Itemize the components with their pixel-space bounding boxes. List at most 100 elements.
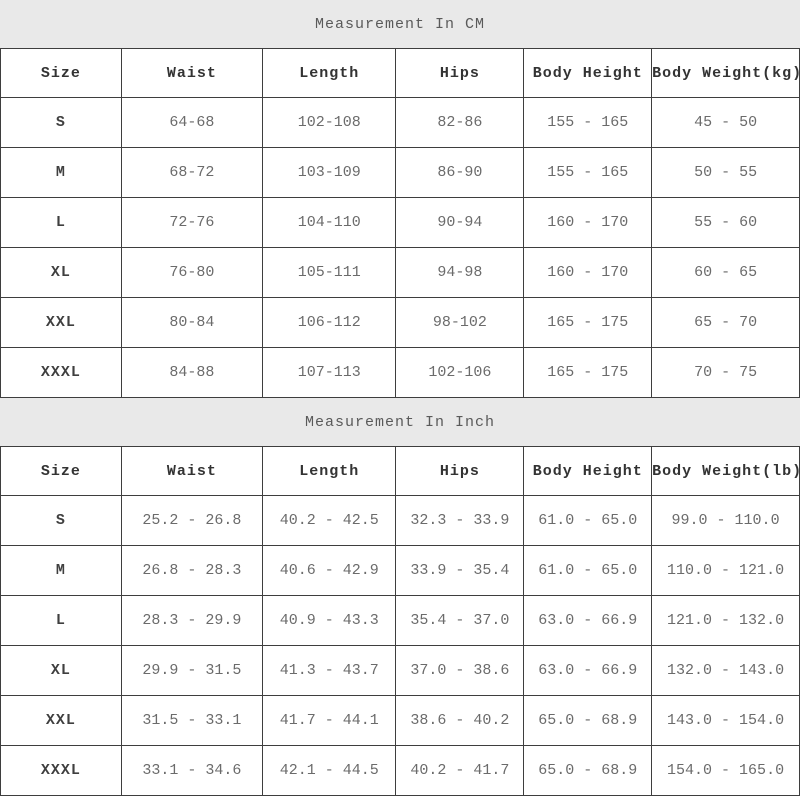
column-header-length: Length bbox=[262, 446, 397, 496]
table-row: S 64-68 102-108 82-86 155 - 165 45 - 50 bbox=[0, 97, 800, 148]
measurement-value-cell: 70 - 75 bbox=[651, 347, 800, 398]
measurement-value-cell: 160 - 170 bbox=[523, 197, 653, 248]
measurement-value-cell: 99.0 - 110.0 bbox=[651, 495, 800, 546]
measurement-value-cell: 25.2 - 26.8 bbox=[120, 495, 264, 546]
measurement-value-cell: 28.3 - 29.9 bbox=[120, 595, 264, 646]
measurement-value-cell: 104-110 bbox=[262, 197, 397, 248]
column-header-body-height: Body Height bbox=[523, 48, 653, 98]
size-label-cell: S bbox=[0, 97, 122, 148]
measurement-value-cell: 41.7 - 44.1 bbox=[262, 695, 397, 746]
measurement-value-cell: 63.0 - 66.9 bbox=[523, 595, 653, 646]
measurement-value-cell: 40.2 - 42.5 bbox=[262, 495, 397, 546]
size-label-cell: L bbox=[0, 197, 122, 248]
measurement-value-cell: 61.0 - 65.0 bbox=[523, 545, 653, 596]
column-header-size: Size bbox=[0, 446, 122, 496]
measurement-value-cell: 155 - 165 bbox=[523, 97, 653, 148]
measurement-value-cell: 121.0 - 132.0 bbox=[651, 595, 800, 646]
measurement-value-cell: 154.0 - 165.0 bbox=[651, 745, 800, 796]
size-label-cell: XL bbox=[0, 247, 122, 298]
measurement-value-cell: 63.0 - 66.9 bbox=[523, 645, 653, 696]
measurement-value-cell: 35.4 - 37.0 bbox=[395, 595, 525, 646]
measurement-value-cell: 165 - 175 bbox=[523, 347, 653, 398]
table-row: XXXL 84-88 107-113 102-106 165 - 175 70 - 75 bbox=[0, 347, 800, 398]
measurement-value-cell: 37.0 - 38.6 bbox=[395, 645, 525, 696]
measurement-value-cell: 155 - 165 bbox=[523, 147, 653, 198]
measurement-value-cell: 33.1 - 34.6 bbox=[120, 745, 264, 796]
size-label-cell: XXXL bbox=[0, 347, 122, 398]
inch-table-title: Measurement In Inch bbox=[304, 413, 496, 431]
size-label-cell: L bbox=[0, 595, 122, 646]
measurement-value-cell: 90-94 bbox=[395, 197, 525, 248]
measurement-value-cell: 61.0 - 65.0 bbox=[523, 495, 653, 546]
table-row: XL 76-80 105-111 94-98 160 - 170 60 - 65 bbox=[0, 247, 800, 298]
measurement-value-cell: 31.5 - 33.1 bbox=[120, 695, 264, 746]
size-label-cell: S bbox=[0, 495, 122, 546]
measurement-value-cell: 82-86 bbox=[395, 97, 525, 148]
measurement-value-cell: 40.9 - 43.3 bbox=[262, 595, 397, 646]
size-label-cell: M bbox=[0, 147, 122, 198]
measurement-value-cell: 26.8 - 28.3 bbox=[120, 545, 264, 596]
cm-table-title: Measurement In CM bbox=[314, 15, 486, 33]
measurement-value-cell: 55 - 60 bbox=[651, 197, 800, 248]
measurement-value-cell: 110.0 - 121.0 bbox=[651, 545, 800, 596]
table-row: L 28.3 - 29.9 40.9 - 43.3 35.4 - 37.0 63.0 -… bbox=[0, 595, 800, 646]
measurement-value-cell: 40.6 - 42.9 bbox=[262, 545, 397, 596]
measurement-value-cell: 84-88 bbox=[120, 347, 264, 398]
measurement-value-cell: 40.2 - 41.7 bbox=[395, 745, 525, 796]
table-row: XXXL 33.1 - 34.6 42.1 - 44.5 40.2 - 41.7 65.… bbox=[0, 745, 800, 796]
table-row: L 72-76 104-110 90-94 160 - 170 55 - 60 bbox=[0, 197, 800, 248]
measurement-value-cell: 38.6 - 40.2 bbox=[395, 695, 525, 746]
measurement-value-cell: 41.3 - 43.7 bbox=[262, 645, 397, 696]
measurement-value-cell: 94-98 bbox=[395, 247, 525, 298]
measurement-value-cell: 143.0 - 154.0 bbox=[651, 695, 800, 746]
size-label-cell: XXXL bbox=[0, 745, 122, 796]
table-row: XXL 80-84 106-112 98-102 165 - 175 65 - 70 bbox=[0, 297, 800, 348]
measurement-value-cell: 65.0 - 68.9 bbox=[523, 745, 653, 796]
size-label-cell: XL bbox=[0, 645, 122, 696]
measurement-value-cell: 60 - 65 bbox=[651, 247, 800, 298]
inch-table-title-band: Measurement In Inch bbox=[0, 398, 800, 446]
measurement-value-cell: 64-68 bbox=[120, 97, 264, 148]
measurement-value-cell: 42.1 - 44.5 bbox=[262, 745, 397, 796]
measurement-value-cell: 105-111 bbox=[262, 247, 397, 298]
measurement-value-cell: 72-76 bbox=[120, 197, 264, 248]
column-header-waist: Waist bbox=[120, 48, 264, 98]
column-header-size: Size bbox=[0, 48, 122, 98]
measurement-value-cell: 102-108 bbox=[262, 97, 397, 148]
cm-size-table: Size Waist Length Hips Body Height Body Weigh… bbox=[0, 48, 800, 398]
measurement-value-cell: 165 - 175 bbox=[523, 297, 653, 348]
size-label-cell: XXL bbox=[0, 695, 122, 746]
table-row: M 68-72 103-109 86-90 155 - 165 50 - 55 bbox=[0, 147, 800, 198]
measurement-value-cell: 68-72 bbox=[120, 147, 264, 198]
measurement-value-cell: 45 - 50 bbox=[651, 97, 800, 148]
column-header-waist: Waist bbox=[120, 446, 264, 496]
cm-header-row: Size Waist Length Hips Body Height Body Weigh… bbox=[0, 48, 800, 98]
table-row: XL 29.9 - 31.5 41.3 - 43.7 37.0 - 38.6 63.0 … bbox=[0, 645, 800, 696]
column-header-body-height: Body Height bbox=[523, 446, 653, 496]
measurement-cm-section: Measurement In CM Size Waist Length Hips Bod… bbox=[0, 0, 800, 398]
measurement-value-cell: 80-84 bbox=[120, 297, 264, 348]
size-label-cell: M bbox=[0, 545, 122, 596]
inch-header-row: Size Waist Length Hips Body Height Body Weigh… bbox=[0, 446, 800, 496]
column-header-length: Length bbox=[262, 48, 397, 98]
column-header-body-weight-lb: Body Weight(lb) bbox=[651, 446, 800, 496]
measurement-value-cell: 103-109 bbox=[262, 147, 397, 198]
table-row: S 25.2 - 26.8 40.2 - 42.5 32.3 - 33.9 61.0 -… bbox=[0, 495, 800, 546]
column-header-body-weight-kg: Body Weight(kg) bbox=[651, 48, 800, 98]
cm-table-title-band: Measurement In CM bbox=[0, 0, 800, 48]
measurement-value-cell: 106-112 bbox=[262, 297, 397, 348]
measurement-inch-section: Measurement In Inch Size Waist Length Hips B… bbox=[0, 398, 800, 796]
size-label-cell: XXL bbox=[0, 297, 122, 348]
column-header-hips: Hips bbox=[395, 48, 525, 98]
measurement-value-cell: 29.9 - 31.5 bbox=[120, 645, 264, 696]
measurement-value-cell: 132.0 - 143.0 bbox=[651, 645, 800, 696]
measurement-value-cell: 50 - 55 bbox=[651, 147, 800, 198]
measurement-value-cell: 76-80 bbox=[120, 247, 264, 298]
measurement-value-cell: 65 - 70 bbox=[651, 297, 800, 348]
measurement-value-cell: 86-90 bbox=[395, 147, 525, 198]
measurement-value-cell: 160 - 170 bbox=[523, 247, 653, 298]
measurement-value-cell: 107-113 bbox=[262, 347, 397, 398]
measurement-value-cell: 98-102 bbox=[395, 297, 525, 348]
table-row: XXL 31.5 - 33.1 41.7 - 44.1 38.6 - 40.2 65.0… bbox=[0, 695, 800, 746]
